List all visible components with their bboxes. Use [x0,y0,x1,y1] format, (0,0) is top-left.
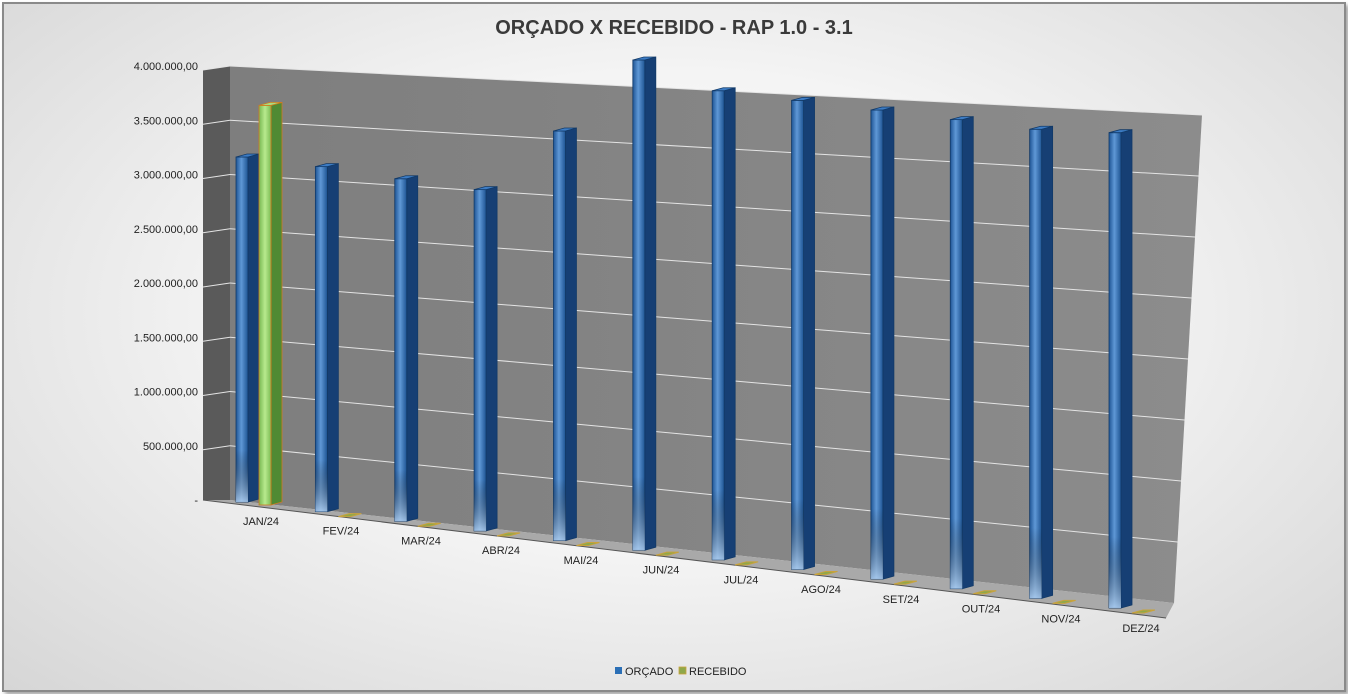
bar-recebido [1052,599,1076,604]
gridline [229,445,1178,543]
bar-recebido [417,522,441,527]
gridline-side [202,282,231,288]
x-tick-label: DEZ/24 [1122,623,1159,635]
bar-orcado [711,87,736,561]
gridline-side [202,336,231,342]
gridline-side [202,228,231,234]
x-tick-label: AGO/24 [801,584,841,596]
gridline [229,336,1185,421]
x-tick-label: JUN/24 [643,565,680,577]
bar-orcado [791,96,815,570]
x-tick-label: FEV/24 [323,526,360,538]
bar-recebido [655,551,679,556]
y-tick-label: - [194,495,198,507]
bar-recebido [496,532,521,537]
bar-orcado [949,116,974,590]
y-axis: - 500.000,00 1.000.000,00 1.500.000,00 2.000… [134,61,199,507]
bar-orcado [394,175,419,522]
bar-recebido [258,101,283,506]
bar-recebido [735,561,759,566]
bar-recebido [814,570,838,575]
y-tick-label: 1.500.000,00 [134,332,198,344]
y-tick-label: 3.000.000,00 [134,170,198,182]
gridlines [202,65,1203,543]
bar-recebido [338,513,362,518]
legend-swatch-recebido [678,666,687,675]
gridline-side [202,119,231,125]
bar-recebido [1131,609,1156,614]
gridline-side [202,174,231,179]
gridline-side [202,445,231,451]
y-tick-label: 2.000.000,00 [134,278,198,290]
gridline-side [202,65,231,71]
bar-recebido [973,590,997,595]
y-tick-label: 3.500.000,00 [134,115,198,127]
bar-orcado [1108,129,1133,609]
legend-swatch-orcado [615,667,622,674]
x-tick-label: MAR/24 [401,535,441,547]
floor-edge [202,499,1167,619]
bar-orcado [473,186,498,532]
x-tick-label: ABR/24 [482,545,520,557]
x-axis: JAN/24 FEV/24 MAR/24 ABR/24 MAI/24 JUN/24 JUL/… [243,516,1160,635]
bar-recebido [893,580,918,585]
side-wall [203,66,230,500]
bar-orcado [235,153,260,503]
chart-title: ORÇADO X RECEBIDO - RAP 1.0 - 3.1 [495,17,852,39]
y-tick-label: 1.000.000,00 [134,387,198,399]
y-tick-label: 2.500.000,00 [134,224,198,236]
y-tick-label: 4.000.000,00 [134,61,198,73]
gridline-side [202,391,231,396]
legend-label-recebido: RECEBIDO [689,666,747,678]
y-tick-label: 500.000,00 [143,441,198,453]
bar-orcado [632,56,657,551]
bar-orcado [870,106,895,580]
x-tick-label: OUT/24 [962,604,1001,616]
bar-recebido [576,542,600,547]
bar-orcado [314,163,339,513]
gridline [229,282,1189,360]
bar-orcado [553,127,577,542]
x-tick-label: JUL/24 [724,574,759,586]
legend: ORÇADO RECEBIDO [615,666,747,678]
x-tick-label: JAN/24 [243,516,279,528]
bar-orcado [1029,125,1054,599]
gridline [229,391,1182,482]
x-tick-label: NOV/24 [1041,613,1080,625]
legend-label-orcado: ORÇADO [625,666,674,678]
x-tick-label: SET/24 [883,594,920,606]
bars [235,56,1156,614]
x-tick-label: MAI/24 [564,555,599,567]
